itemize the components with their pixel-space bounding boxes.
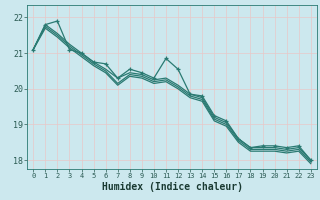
X-axis label: Humidex (Indice chaleur): Humidex (Indice chaleur) <box>101 182 243 192</box>
